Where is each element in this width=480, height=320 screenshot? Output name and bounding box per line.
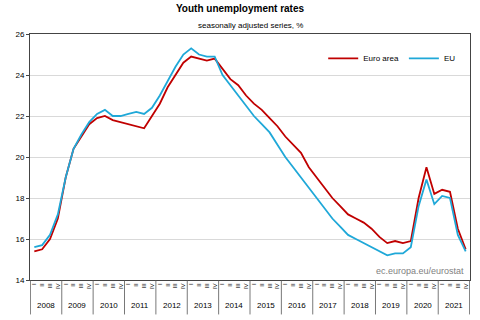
svg-text:II: II [39,283,45,287]
svg-text:2015: 2015 [257,301,275,310]
svg-text:ec.europa.eu/eurostat: ec.europa.eu/eurostat [376,266,464,276]
svg-text:III: III [110,283,116,288]
svg-text:2014: 2014 [225,301,243,310]
svg-text:II: II [102,283,108,287]
svg-text:I: I [157,283,163,285]
svg-text:II: II [227,283,233,287]
svg-text:I: I [439,283,445,285]
svg-text:22: 22 [15,112,24,121]
svg-text:I: I [314,283,320,285]
svg-text:III: III [392,283,398,288]
svg-text:2008: 2008 [37,301,55,310]
svg-text:III: III [204,283,210,288]
svg-text:III: III [329,283,335,288]
svg-text:IV: IV [369,283,375,289]
svg-text:2020: 2020 [414,301,432,310]
svg-text:I: I [220,283,226,285]
svg-text:III: III [78,283,84,288]
svg-text:2016: 2016 [288,301,306,310]
svg-text:I: I [251,283,257,285]
svg-text:14: 14 [15,276,24,285]
svg-text:seasonally adjusted series, %: seasonally adjusted series, % [198,21,303,30]
svg-text:2009: 2009 [68,301,86,310]
svg-text:III: III [235,283,241,288]
svg-text:26: 26 [15,30,24,39]
svg-text:II: II [165,283,171,287]
svg-text:II: II [259,283,265,287]
svg-text:18: 18 [15,194,24,203]
svg-text:IV: IV [86,283,92,289]
svg-text:Euro area: Euro area [363,54,399,63]
svg-text:II: II [384,283,390,287]
svg-text:II: II [290,283,296,287]
svg-text:IV: IV [149,283,155,289]
svg-text:III: III [298,283,304,288]
svg-text:Youth unemployment rates: Youth unemployment rates [176,3,305,14]
svg-text:III: III [423,283,429,288]
svg-text:2019: 2019 [382,301,400,310]
svg-text:IV: IV [212,283,218,289]
svg-text:EU: EU [444,54,455,63]
svg-text:2011: 2011 [131,301,149,310]
svg-text:2017: 2017 [319,301,337,310]
svg-text:I: I [63,283,69,285]
svg-text:IV: IV [274,283,280,289]
svg-text:24: 24 [15,71,24,80]
svg-text:II: II [416,283,422,287]
svg-text:IV: IV [180,283,186,289]
svg-text:IV: IV [118,283,124,289]
svg-text:2021: 2021 [445,301,463,310]
svg-text:III: III [47,283,53,288]
svg-text:I: I [282,283,288,285]
svg-text:III: III [267,283,273,288]
svg-text:II: II [447,283,453,287]
svg-text:I: I [408,283,414,285]
svg-text:IV: IV [400,283,406,289]
svg-text:II: II [70,283,76,287]
svg-text:III: III [361,283,367,288]
svg-text:2012: 2012 [163,301,181,310]
svg-text:III: III [455,283,461,288]
svg-text:I: I [94,283,100,285]
svg-text:II: II [321,283,327,287]
svg-text:I: I [376,283,382,285]
svg-text:20: 20 [15,153,24,162]
svg-text:II: II [196,283,202,287]
svg-text:I: I [188,283,194,285]
svg-text:III: III [172,283,178,288]
svg-text:IV: IV [431,283,437,289]
svg-text:2018: 2018 [351,301,369,310]
svg-text:IV: IV [306,283,312,289]
svg-text:16: 16 [15,235,24,244]
svg-text:IV: IV [243,283,249,289]
svg-text:II: II [353,283,359,287]
svg-text:2013: 2013 [194,301,212,310]
svg-text:I: I [345,283,351,285]
svg-text:I: I [125,283,131,285]
svg-text:I: I [31,283,37,285]
svg-text:III: III [141,283,147,288]
svg-text:IV: IV [337,283,343,289]
svg-text:IV: IV [463,283,469,289]
svg-text:2010: 2010 [100,301,118,310]
svg-text:II: II [133,283,139,287]
svg-text:IV: IV [55,283,61,289]
